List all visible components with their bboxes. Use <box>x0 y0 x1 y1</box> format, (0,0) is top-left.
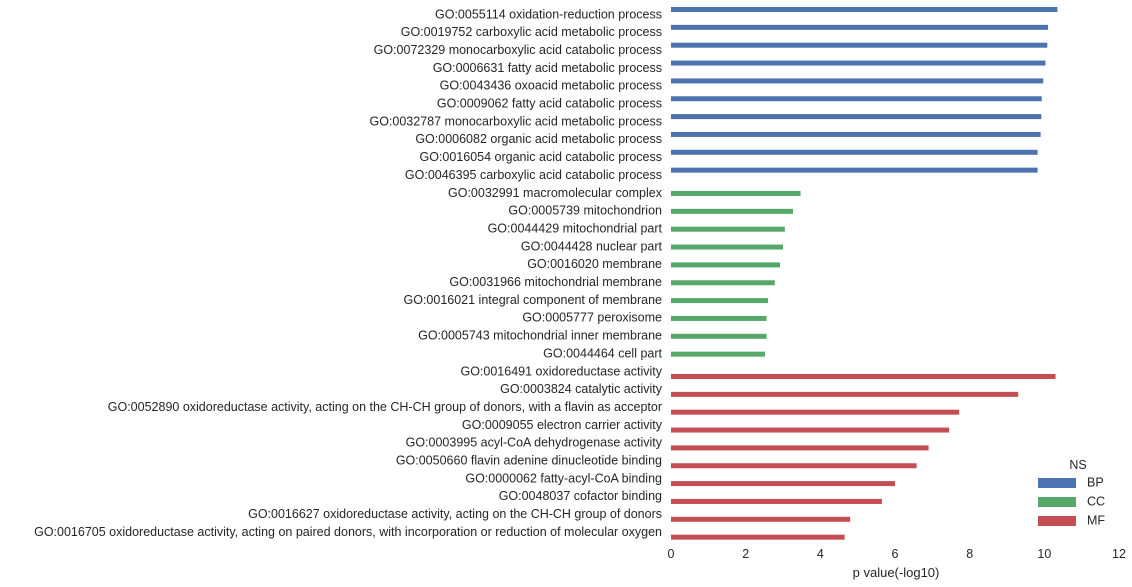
bar-cc <box>671 315 767 321</box>
bar-mf <box>671 445 929 451</box>
category-label: GO:0003824 catalytic activity <box>500 382 663 396</box>
bar-cc <box>671 244 783 250</box>
bar-bp <box>671 96 1042 102</box>
category-label: GO:0005739 mitochondrion <box>508 204 662 218</box>
category-label: GO:0044464 cell part <box>543 346 662 360</box>
legend-label-mf: MF <box>1087 513 1105 527</box>
bar-cc <box>671 226 785 232</box>
category-label: GO:0044429 mitochondrial part <box>488 221 663 235</box>
category-label: GO:0006631 fatty acid metabolic process <box>433 61 662 75</box>
category-label: GO:0055114 oxidation-reduction process <box>435 7 662 21</box>
category-label: GO:0032991 macromolecular complex <box>448 186 663 200</box>
category-label: GO:0072329 monocarboxylic acid catabolic… <box>374 43 662 57</box>
bar-bp <box>671 149 1038 155</box>
bar-bp <box>671 78 1044 84</box>
category-label: GO:0043436 oxoacid metabolic process <box>440 79 662 93</box>
category-label: GO:0000062 fatty-acyl-CoA binding <box>465 471 662 485</box>
x-axis: 0 2 4 6 8 10 12 <box>668 547 1126 561</box>
category-label: GO:0050660 flavin adenine dinucleotide b… <box>396 454 662 468</box>
bar-mf <box>671 374 1056 379</box>
category-label: GO:0003995 acyl-CoA dehydrogenase activi… <box>406 436 663 450</box>
category-label: GO:0016491 oxidoreductase activity <box>460 364 662 378</box>
legend-swatch-mf <box>1038 516 1076 526</box>
category-label: GO:0048037 cofactor binding <box>499 489 662 503</box>
bar-cc <box>671 262 781 268</box>
bar-cc <box>671 333 767 339</box>
category-label: GO:0031966 mitochondrial membrane <box>449 275 662 289</box>
legend-title: NS <box>1069 458 1086 472</box>
x-tick-label: 4 <box>817 547 824 561</box>
bar-bp <box>671 24 1049 30</box>
category-labels: GO:0055114 oxidation-reduction process GO… <box>34 7 663 539</box>
x-tick-label: 6 <box>892 547 899 561</box>
category-label: GO:0016705 oxidoreductase activity, acti… <box>34 525 662 539</box>
legend-swatch-bp <box>1038 478 1076 488</box>
category-label: GO:0052890 oxidoreductase activity, acti… <box>108 400 662 414</box>
bar-bp <box>671 114 1042 120</box>
bar-bp <box>671 60 1046 66</box>
category-label: GO:0032787 monocarboxylic acid metabolic… <box>369 114 662 128</box>
category-label: GO:0005743 mitochondrial inner membrane <box>418 329 662 343</box>
category-label: GO:0016627 oxidoreductase activity, acti… <box>248 507 662 521</box>
category-label: GO:0019752 carboxylic acid metabolic pro… <box>401 25 662 39</box>
category-label: GO:0046395 carboxylic acid catabolic pro… <box>405 168 662 182</box>
legend-label-bp: BP <box>1087 475 1104 489</box>
bar-mf <box>671 498 882 504</box>
category-label: GO:0005777 peroxisome <box>522 311 662 325</box>
x-tick-label: 0 <box>668 547 675 561</box>
bars-layer <box>671 7 1058 540</box>
bar-mf <box>671 427 950 433</box>
x-tick-label: 10 <box>1037 547 1051 561</box>
category-label: GO:0006082 organic acid metabolic proces… <box>415 132 662 146</box>
x-axis-title: p value(-log10) <box>853 565 940 580</box>
bar-mf <box>671 516 851 522</box>
bar-bp <box>671 42 1048 48</box>
category-label: GO:0044428 nuclear part <box>521 239 663 253</box>
bar-bp <box>671 167 1038 173</box>
bar-bp <box>671 7 1058 12</box>
category-label: GO:0009062 fatty acid catabolic process <box>437 97 662 111</box>
bar-cc <box>671 191 801 196</box>
bar-cc <box>671 280 775 286</box>
category-label: GO:0009055 electron carrier activity <box>462 418 663 432</box>
category-label: GO:0016021 integral component of membran… <box>404 293 663 307</box>
bar-cc <box>671 208 794 214</box>
x-tick-label: 12 <box>1112 547 1126 561</box>
x-tick-label: 2 <box>742 547 749 561</box>
legend: NS BP CC MF <box>1038 458 1105 527</box>
bar-cc <box>671 351 766 357</box>
bar-cc <box>671 298 769 304</box>
bar-mf <box>671 409 960 415</box>
bar-mf <box>671 481 895 487</box>
bar-mf <box>671 534 845 540</box>
bar-mf <box>671 391 1019 397</box>
category-label: GO:0016054 organic acid catabolic proces… <box>419 150 662 164</box>
bar-mf <box>671 463 917 469</box>
bar-bp <box>671 131 1041 137</box>
category-label: GO:0016020 membrane <box>527 257 662 271</box>
legend-swatch-cc <box>1038 497 1076 507</box>
x-tick-label: 8 <box>966 547 973 561</box>
legend-label-cc: CC <box>1087 494 1105 508</box>
